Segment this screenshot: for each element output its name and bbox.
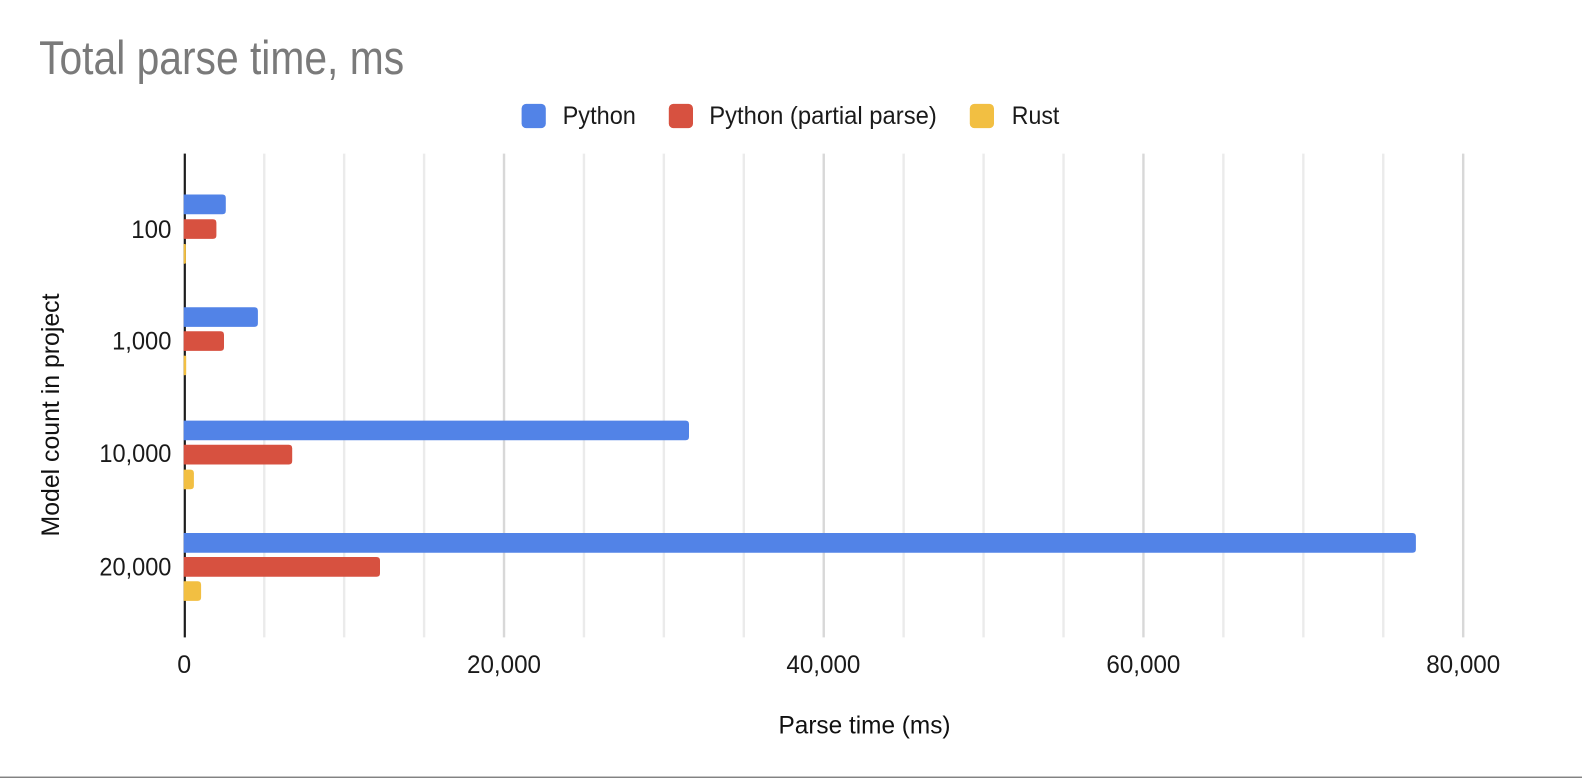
svg-text:40,000: 40,000 (786, 651, 860, 679)
svg-text:Parse time (ms): Parse time (ms) (779, 712, 951, 740)
svg-text:20,000: 20,000 (467, 651, 541, 679)
svg-text:Total parse time, ms: Total parse time, ms (39, 31, 404, 84)
svg-text:0: 0 (177, 651, 191, 679)
svg-text:20,000: 20,000 (99, 554, 171, 582)
svg-text:1,000: 1,000 (112, 328, 171, 356)
svg-text:Model count in project: Model count in project (37, 293, 65, 536)
svg-text:Python: Python (563, 102, 636, 130)
svg-text:100: 100 (131, 216, 171, 244)
svg-text:10,000: 10,000 (99, 440, 171, 468)
svg-text:Rust: Rust (1012, 102, 1060, 130)
svg-text:Python (partial parse): Python (partial parse) (709, 102, 937, 130)
svg-text:80,000: 80,000 (1426, 651, 1500, 679)
svg-text:60,000: 60,000 (1106, 651, 1180, 679)
